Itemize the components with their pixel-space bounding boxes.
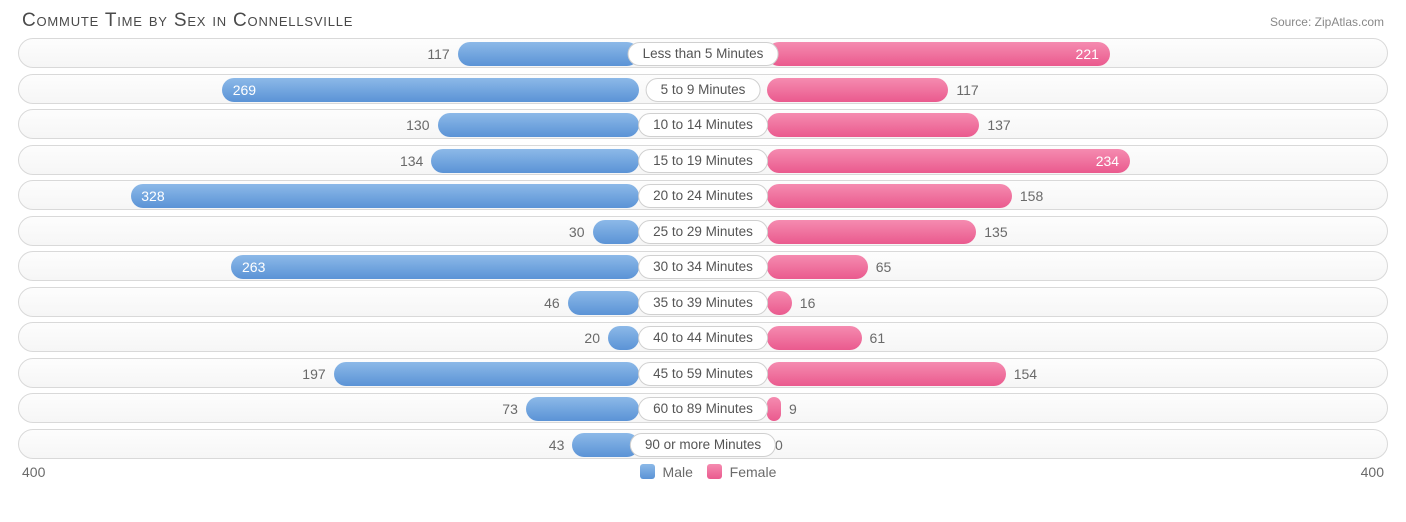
category-label: 20 to 24 Minutes (638, 184, 768, 208)
bar-female (767, 291, 792, 315)
category-label: 25 to 29 Minutes (638, 220, 768, 244)
bar-female (767, 184, 1012, 208)
chart-source: Source: ZipAtlas.com (1270, 15, 1384, 29)
bar-female (767, 113, 979, 137)
category-label: 30 to 34 Minutes (638, 255, 768, 279)
bar-male (608, 326, 639, 350)
category-label: Less than 5 Minutes (628, 42, 779, 66)
bar-male (431, 149, 639, 173)
chart-row: 263 65 30 to 34 Minutes (18, 251, 1388, 281)
chart-row: 20 61 40 to 44 Minutes (18, 322, 1388, 352)
bar-male (222, 78, 639, 102)
bar-female (767, 362, 1006, 386)
bar-male (568, 291, 639, 315)
chart-row: 269 117 5 to 9 Minutes (18, 74, 1388, 104)
bar-male (334, 362, 639, 386)
chart-row: 197 154 45 to 59 Minutes (18, 358, 1388, 388)
legend-swatch-female (707, 464, 722, 479)
bar-female (767, 78, 948, 102)
legend-label-female: Female (730, 464, 777, 480)
legend-label-male: Male (663, 464, 693, 480)
bar-male (438, 113, 639, 137)
category-label: 90 or more Minutes (630, 433, 776, 457)
chart-row: 130 137 10 to 14 Minutes (18, 109, 1388, 139)
bar-male (526, 397, 639, 421)
bar-female (767, 149, 1130, 173)
chart-footer: 400 Male Female 400 (18, 464, 1388, 480)
legend-swatch-male (640, 464, 655, 479)
value-female: 0 (775, 430, 783, 460)
chart-row: 134 234 15 to 19 Minutes (18, 145, 1388, 175)
axis-left-max: 400 (22, 464, 62, 480)
value-female: 65 (876, 252, 892, 282)
category-label: 45 to 59 Minutes (638, 362, 768, 386)
value-male: 43 (549, 430, 565, 460)
bar-male (131, 184, 639, 208)
chart-row: 73 9 60 to 89 Minutes (18, 393, 1388, 423)
value-female: 117 (956, 75, 978, 105)
value-male: 30 (569, 217, 585, 247)
category-label: 35 to 39 Minutes (638, 291, 768, 315)
value-male: 130 (406, 110, 429, 140)
chart-row: 30 135 25 to 29 Minutes (18, 216, 1388, 246)
value-female: 16 (800, 288, 816, 318)
value-male: 263 (242, 252, 265, 282)
category-label: 15 to 19 Minutes (638, 149, 768, 173)
value-female: 135 (984, 217, 1007, 247)
bar-female (767, 326, 862, 350)
butterfly-chart: 117 221 Less than 5 Minutes 269 117 5 to 9 Mi… (18, 38, 1388, 459)
value-female: 61 (870, 323, 886, 353)
value-male: 73 (502, 394, 518, 424)
value-male: 328 (141, 181, 164, 211)
legend: Male Female (62, 464, 1344, 480)
value-female: 158 (1020, 181, 1043, 211)
value-female: 154 (1014, 359, 1037, 389)
chart-row: 117 221 Less than 5 Minutes (18, 38, 1388, 68)
bar-male (593, 220, 640, 244)
value-male: 197 (302, 359, 325, 389)
bar-female (767, 397, 781, 421)
chart-header: Commute Time by Sex in Connellsville Sou… (18, 10, 1388, 32)
value-female: 234 (1096, 146, 1119, 176)
axis-right-max: 400 (1344, 464, 1384, 480)
bar-female (767, 255, 868, 279)
bar-male (458, 42, 639, 66)
category-label: 60 to 89 Minutes (638, 397, 768, 421)
category-label: 40 to 44 Minutes (638, 326, 768, 350)
bar-male (231, 255, 639, 279)
category-label: 5 to 9 Minutes (646, 78, 761, 102)
value-female: 9 (789, 394, 797, 424)
chart-row: 43 090 or more Minutes (18, 429, 1388, 459)
chart-row: 46 16 35 to 39 Minutes (18, 287, 1388, 317)
chart-row: 328 158 20 to 24 Minutes (18, 180, 1388, 210)
value-male: 269 (233, 75, 256, 105)
value-male: 46 (544, 288, 560, 318)
bar-female (767, 42, 1110, 66)
value-male: 20 (584, 323, 600, 353)
value-female: 221 (1076, 39, 1099, 69)
value-female: 137 (987, 110, 1010, 140)
category-label: 10 to 14 Minutes (638, 113, 768, 137)
bar-female (767, 220, 976, 244)
value-male: 134 (400, 146, 423, 176)
value-male: 117 (427, 39, 449, 69)
chart-title: Commute Time by Sex in Connellsville (22, 10, 353, 32)
